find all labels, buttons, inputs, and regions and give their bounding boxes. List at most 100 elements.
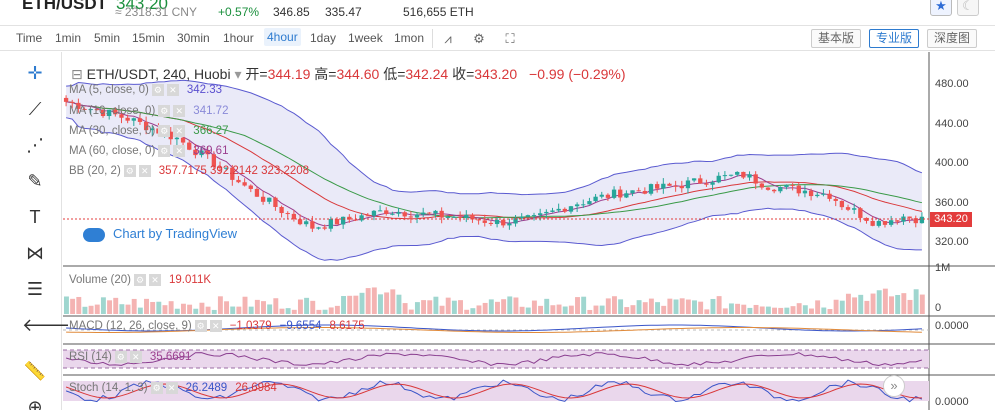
candle-body (839, 200, 845, 208)
close-icon[interactable]: ✕ (129, 351, 142, 363)
volume-bar (70, 298, 76, 314)
close-icon[interactable]: ✕ (149, 274, 162, 286)
indicator-ma10[interactable]: MA (10, close, 0) ⚙ ✕ 341.72 (69, 105, 229, 118)
timeframe-1mon[interactable]: 1mon (394, 31, 425, 45)
bollinger-basis-line (66, 101, 922, 220)
chart-style-icon[interactable]: ⩘ (444, 31, 452, 46)
toolbar-divider (432, 29, 433, 48)
back-arrow-icon[interactable]: 🡐 (22, 315, 71, 335)
night-mode-icon[interactable]: ☾ (957, 0, 979, 16)
candle-body (322, 227, 327, 229)
timeframe-1hour[interactable]: 1hour (223, 31, 254, 45)
view-pro-button[interactable]: 专业版 (869, 29, 920, 48)
settings-icon[interactable]: ⚙ (158, 105, 171, 117)
candle-body (593, 196, 598, 202)
volume-bar (445, 297, 451, 314)
crosshair-icon[interactable]: ✛ (27, 63, 43, 83)
volume-bar (439, 305, 445, 314)
indicator-ma30[interactable]: MA (30, close, 0) ⚙ ✕ 366.27 (69, 125, 229, 138)
volume-bar (199, 302, 205, 314)
candle-body (297, 219, 303, 225)
favorite-star-icon[interactable]: ★ (930, 0, 952, 16)
close-icon[interactable]: ✕ (173, 145, 186, 157)
timeframe-4hour[interactable]: 4hour (264, 28, 301, 46)
candle-body (784, 184, 789, 187)
trend-line-icon[interactable]: ⟋ (28, 99, 42, 119)
indicator-ma5[interactable]: MA (5, close, 0) ⚙ ✕ 342.33 (69, 84, 223, 97)
timeframe-30min[interactable]: 30min (177, 31, 210, 45)
candle-body (328, 219, 333, 229)
candle-body (771, 189, 777, 192)
close-icon[interactable]: ✕ (166, 84, 179, 96)
volume-bar (710, 298, 716, 314)
volume-bar (193, 308, 199, 314)
candle-body (895, 220, 900, 222)
pitchfork-icon[interactable]: ⋰ (26, 135, 44, 155)
volume-bar (476, 305, 482, 314)
volume-bar (815, 300, 821, 314)
close-icon[interactable]: ✕ (138, 165, 151, 177)
timeframe-1day[interactable]: 1day (310, 31, 337, 45)
text-tool-icon[interactable]: T (29, 207, 41, 227)
settings-icon[interactable]: ⚙ (114, 351, 127, 363)
candle-body (334, 219, 340, 225)
close-icon[interactable]: ✕ (209, 320, 222, 332)
price-tick: 360.00 (935, 197, 969, 209)
settings-icon[interactable]: ⚙ (158, 145, 171, 157)
candle-body (858, 208, 863, 218)
settings-icon[interactable]: ⚙ (123, 165, 136, 177)
candle-body (377, 210, 383, 212)
stoch-legend[interactable]: Stoch (14, 1, 3) ⚙ ✕ 26.2489 26.6984 (69, 382, 277, 395)
volume-legend[interactable]: Volume (20) ⚙ ✕ 19.011K (69, 274, 212, 287)
volume-bar (150, 301, 156, 314)
close-icon[interactable]: ✕ (165, 382, 178, 394)
settings-gear-icon[interactable]: ⚙ (473, 31, 485, 46)
timeframe-time[interactable]: Time (16, 31, 43, 45)
macd-legend[interactable]: MACD (12, 26, close, 9) ⚙ ✕ −1.0379 −9.6554 8… (69, 320, 365, 333)
candle-body (710, 182, 715, 185)
timeframe-15min[interactable]: 15min (132, 31, 165, 45)
candle-body (82, 108, 87, 110)
candle-body (70, 101, 75, 103)
candle-body (507, 223, 512, 226)
settings-icon[interactable]: ⚙ (194, 320, 207, 332)
volume-bar (322, 309, 328, 314)
pattern-icon[interactable]: ⋈ (26, 243, 44, 263)
settings-icon[interactable]: ⚙ (158, 125, 171, 137)
ruler-icon[interactable]: 📏 (23, 361, 47, 381)
candle-body (624, 193, 629, 198)
volume-bar (427, 300, 433, 314)
volume-bar (525, 307, 531, 314)
zoom-icon[interactable]: ⊕ (27, 397, 43, 410)
candle-body (445, 216, 450, 218)
settings-icon[interactable]: ⚙ (150, 382, 163, 394)
brush-icon[interactable]: ✎ (27, 171, 43, 191)
view-depth-button[interactable]: 深度图 (927, 29, 978, 48)
volume-bar (919, 294, 925, 314)
timeframe-5min[interactable]: 5min (94, 31, 121, 45)
close-icon[interactable]: ✕ (173, 125, 186, 137)
tradingview-watermark[interactable]: Chart by TradingView (83, 226, 237, 242)
scroll-to-latest-icon[interactable]: » (883, 375, 905, 397)
view-basic-button[interactable]: 基本版 (811, 29, 862, 48)
volume-bar (254, 299, 260, 314)
close-icon[interactable]: ✕ (173, 105, 186, 117)
indicator-ma60[interactable]: MA (60, close, 0) ⚙ ✕ 369.61 (69, 145, 229, 158)
candle-body (113, 109, 118, 115)
settings-icon[interactable]: ⚙ (151, 84, 164, 96)
rsi-legend[interactable]: RSI (14) ⚙ ✕ 35.6691 (69, 351, 192, 364)
settings-icon[interactable]: ⚙ (134, 274, 147, 286)
volume-bar (328, 307, 334, 314)
volume-bar (519, 306, 525, 314)
fullscreen-icon[interactable]: ⛶ (505, 31, 515, 46)
price-chart[interactable]: ⊟ ETH/USDT, 240, Huobi ▾ 开=344.19 高=344.… (63, 52, 995, 410)
chart-canvas[interactable] (63, 52, 995, 410)
timeframe-1week[interactable]: 1week (348, 31, 383, 45)
volume-bar (679, 298, 685, 314)
volume-bar (261, 301, 266, 314)
timeframe-1min[interactable]: 1min (55, 31, 82, 45)
candle-body (408, 216, 414, 218)
fib-levels-icon[interactable]: ☰ (26, 279, 44, 299)
candle-body (919, 216, 925, 224)
indicator-bb[interactable]: BB (20, 2) ⚙ ✕ 357.7175 392.2142 323.2208 (69, 165, 310, 178)
